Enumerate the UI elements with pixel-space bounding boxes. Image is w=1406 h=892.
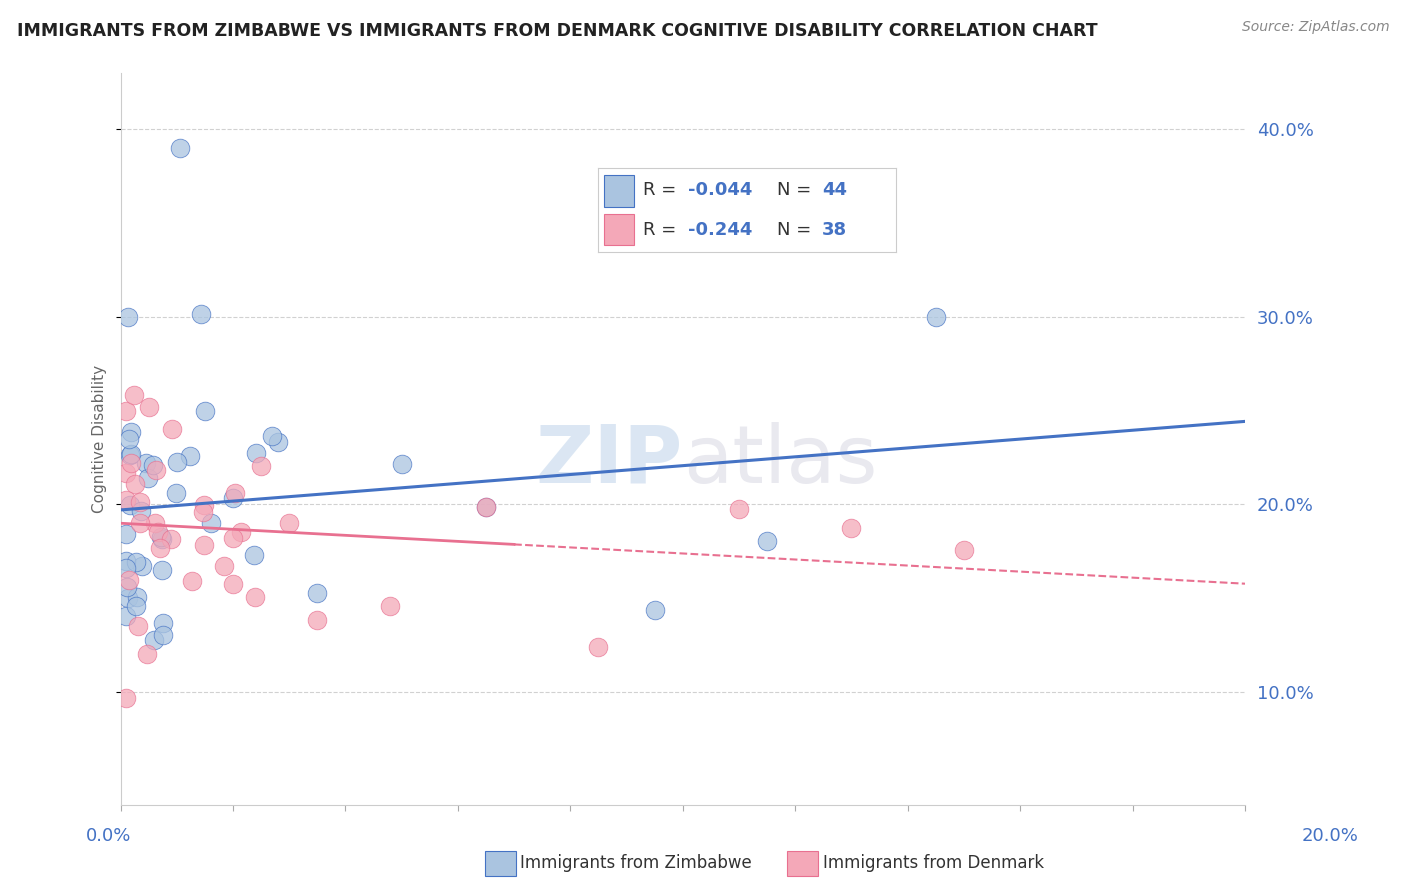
Point (180, 574, 202, 589)
Point (120, 425, 142, 439)
Point (143, 516, 166, 530)
Point (307, 613, 329, 627)
Point (152, 615, 174, 630)
Point (222, 491, 245, 505)
Point (644, 603, 666, 617)
Point (262, 428, 284, 442)
Point (191, 505, 214, 519)
Point (115, 554, 138, 568)
Point (115, 492, 138, 507)
Point (146, 524, 169, 539)
Point (125, 590, 148, 604)
Point (115, 527, 138, 541)
Point (728, 501, 751, 516)
Point (117, 580, 139, 594)
Text: 20.0%: 20.0% (1302, 827, 1358, 845)
Point (118, 498, 141, 512)
Text: Immigrants from Denmark: Immigrants from Denmark (823, 855, 1043, 872)
Point (125, 555, 148, 569)
Point (142, 458, 165, 472)
Point (117, 591, 139, 605)
Point (145, 463, 167, 477)
Point (267, 435, 290, 450)
Point (165, 486, 187, 500)
Point (128, 516, 150, 530)
Point (307, 585, 329, 599)
Point (120, 447, 142, 461)
Point (131, 559, 153, 574)
Point (243, 548, 266, 562)
Text: ZIP: ZIP (536, 422, 683, 500)
Text: IMMIGRANTS FROM ZIMBABWE VS IMMIGRANTS FROM DENMARK COGNITIVE DISABILITY CORRELA: IMMIGRANTS FROM ZIMBABWE VS IMMIGRANTS F… (17, 22, 1098, 40)
Point (179, 449, 201, 463)
Point (136, 471, 159, 485)
Point (250, 458, 273, 473)
Point (166, 455, 188, 469)
Point (229, 525, 252, 540)
Point (115, 466, 138, 480)
Point (380, 599, 402, 613)
Point (125, 599, 148, 613)
Point (953, 543, 976, 558)
Point (925, 310, 948, 324)
Point (135, 457, 157, 471)
Point (127, 619, 149, 633)
Point (245, 446, 267, 460)
Text: Immigrants from Zimbabwe: Immigrants from Zimbabwe (520, 855, 752, 872)
Point (115, 609, 138, 624)
Point (588, 640, 610, 654)
Point (150, 532, 173, 546)
Point (475, 500, 498, 515)
Point (150, 562, 173, 576)
Point (115, 690, 138, 705)
Point (115, 403, 138, 417)
Y-axis label: Cognitive Disability: Cognitive Disability (93, 365, 107, 513)
Point (193, 537, 215, 551)
Point (120, 457, 142, 471)
Point (841, 521, 863, 535)
Point (128, 494, 150, 508)
Point (475, 500, 498, 514)
Point (152, 628, 174, 642)
Point (117, 310, 139, 324)
Point (222, 577, 245, 591)
Point (149, 530, 172, 544)
Point (136, 647, 159, 661)
Point (122, 387, 145, 401)
Point (124, 477, 146, 491)
Point (160, 422, 183, 436)
Point (115, 561, 138, 575)
Point (118, 448, 141, 462)
Point (278, 516, 301, 530)
Point (756, 533, 779, 548)
Point (214, 559, 236, 574)
Point (149, 541, 172, 555)
Point (222, 531, 245, 545)
Point (224, 486, 246, 500)
Text: atlas: atlas (683, 422, 877, 500)
Point (190, 307, 212, 321)
Point (129, 504, 152, 518)
Text: 0.0%: 0.0% (86, 827, 131, 845)
Point (169, 141, 191, 155)
Point (160, 533, 183, 547)
Point (194, 403, 217, 417)
Point (138, 400, 160, 414)
Point (243, 590, 266, 604)
Point (193, 498, 215, 512)
Point (143, 633, 166, 648)
Point (118, 432, 141, 446)
Point (200, 516, 222, 531)
Text: Source: ZipAtlas.com: Source: ZipAtlas.com (1241, 20, 1389, 34)
Point (118, 573, 141, 587)
Point (391, 458, 413, 472)
